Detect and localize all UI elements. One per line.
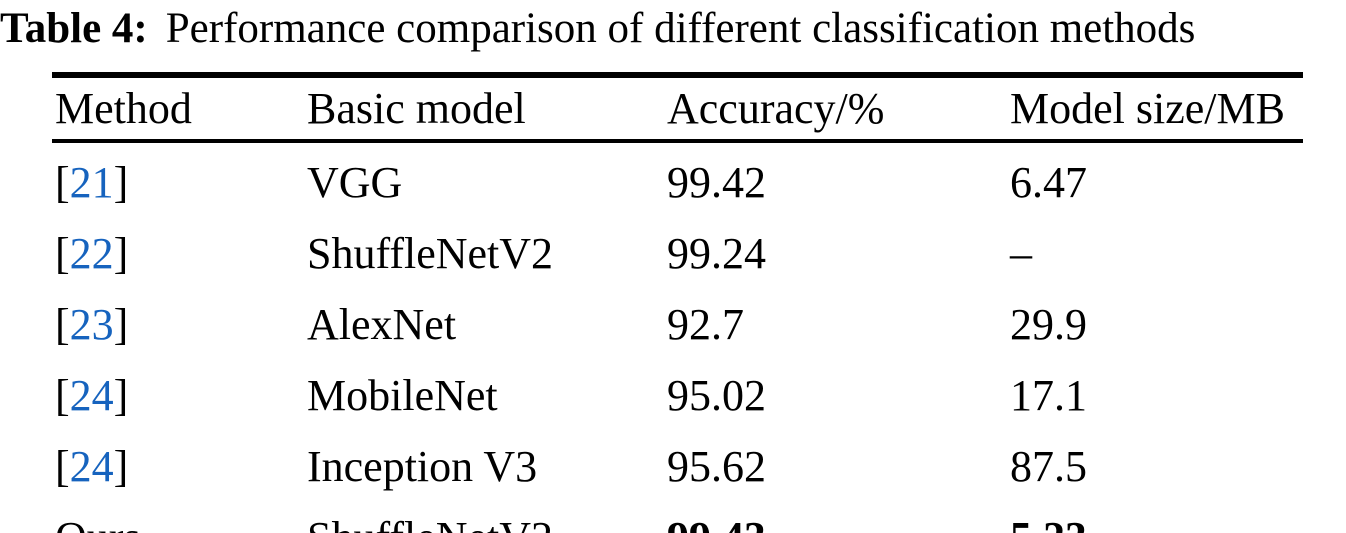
cell-accuracy: 99.42 [667,158,766,207]
table-row: [24] Inception V3 95.62 87.5 [52,427,1303,498]
cell-accuracy: 95.02 [667,371,766,420]
cell-accuracy: 95.62 [667,442,766,491]
cell-method: [23] [55,300,129,349]
citation-link[interactable]: 23 [69,300,114,349]
cell-basic-model: MobileNet [307,371,498,420]
cell-accuracy: 92.7 [667,300,744,349]
cell-basic-model: VGG [307,158,403,207]
cell-basic-model: Inception V3 [307,442,538,491]
cell-method: [24] [55,371,129,420]
col-header-accuracy: Accuracy/% [667,75,1010,143]
table-row: [21] VGG 99.42 6.47 [52,141,1303,214]
table-caption-label: Table 4: [0,5,148,52]
citation-link[interactable]: 22 [69,229,114,278]
cell-method: [24] [55,442,129,491]
cell-model-size: 29.9 [1010,300,1087,349]
cell-model-size: 17.1 [1010,371,1087,420]
cell-accuracy: 99.43 [667,498,1010,533]
table-body: [21] VGG 99.42 6.47 [22] ShuffleNetV2 99.24– [2… [52,141,1303,533]
col-header-basic-model: Basic model [307,75,667,143]
classification-comparison-table: Method Basic model Accuracy/% Model size… [52,72,1303,533]
table-row: [24] MobileNet 95.02 17.1 [52,356,1303,427]
cell-method: [21] [55,158,129,207]
cell-model-size: 5.23 [1010,498,1303,533]
citation-link[interactable]: 24 [69,442,114,491]
cell-method: Ours [52,498,307,533]
table-row: [22] ShuffleNetV2 99.24 – [52,214,1303,285]
cell-model-size: 6.47 [1010,158,1087,207]
cell-accuracy: 99.24 [667,229,766,278]
cell-model-size: 87.5 [1010,442,1087,491]
table-row: OursShuffleNetV299.435.23 [52,498,1303,533]
cell-basic-model: AlexNet [307,300,457,349]
col-header-model-size: Model size/MB [1010,75,1303,143]
table-caption-text: Performance comparison of different clas… [165,5,1196,52]
citation-link[interactable]: 21 [69,158,114,207]
cell-method: [22] [55,229,129,278]
table-row: [23] AlexNet 92.7 29.9 [52,285,1303,356]
cell-model-size: – [1010,229,1032,278]
cell-basic-model: ShuffleNetV2 [307,229,554,278]
citation-link[interactable]: 24 [69,371,114,420]
col-header-method: Method [52,75,307,143]
table-header-row: Method Basic model Accuracy/% Model size… [52,75,1303,143]
table-caption: Table 4: Performance comparison of differ… [0,4,1195,53]
cell-basic-model: ShuffleNetV2 [307,498,667,533]
